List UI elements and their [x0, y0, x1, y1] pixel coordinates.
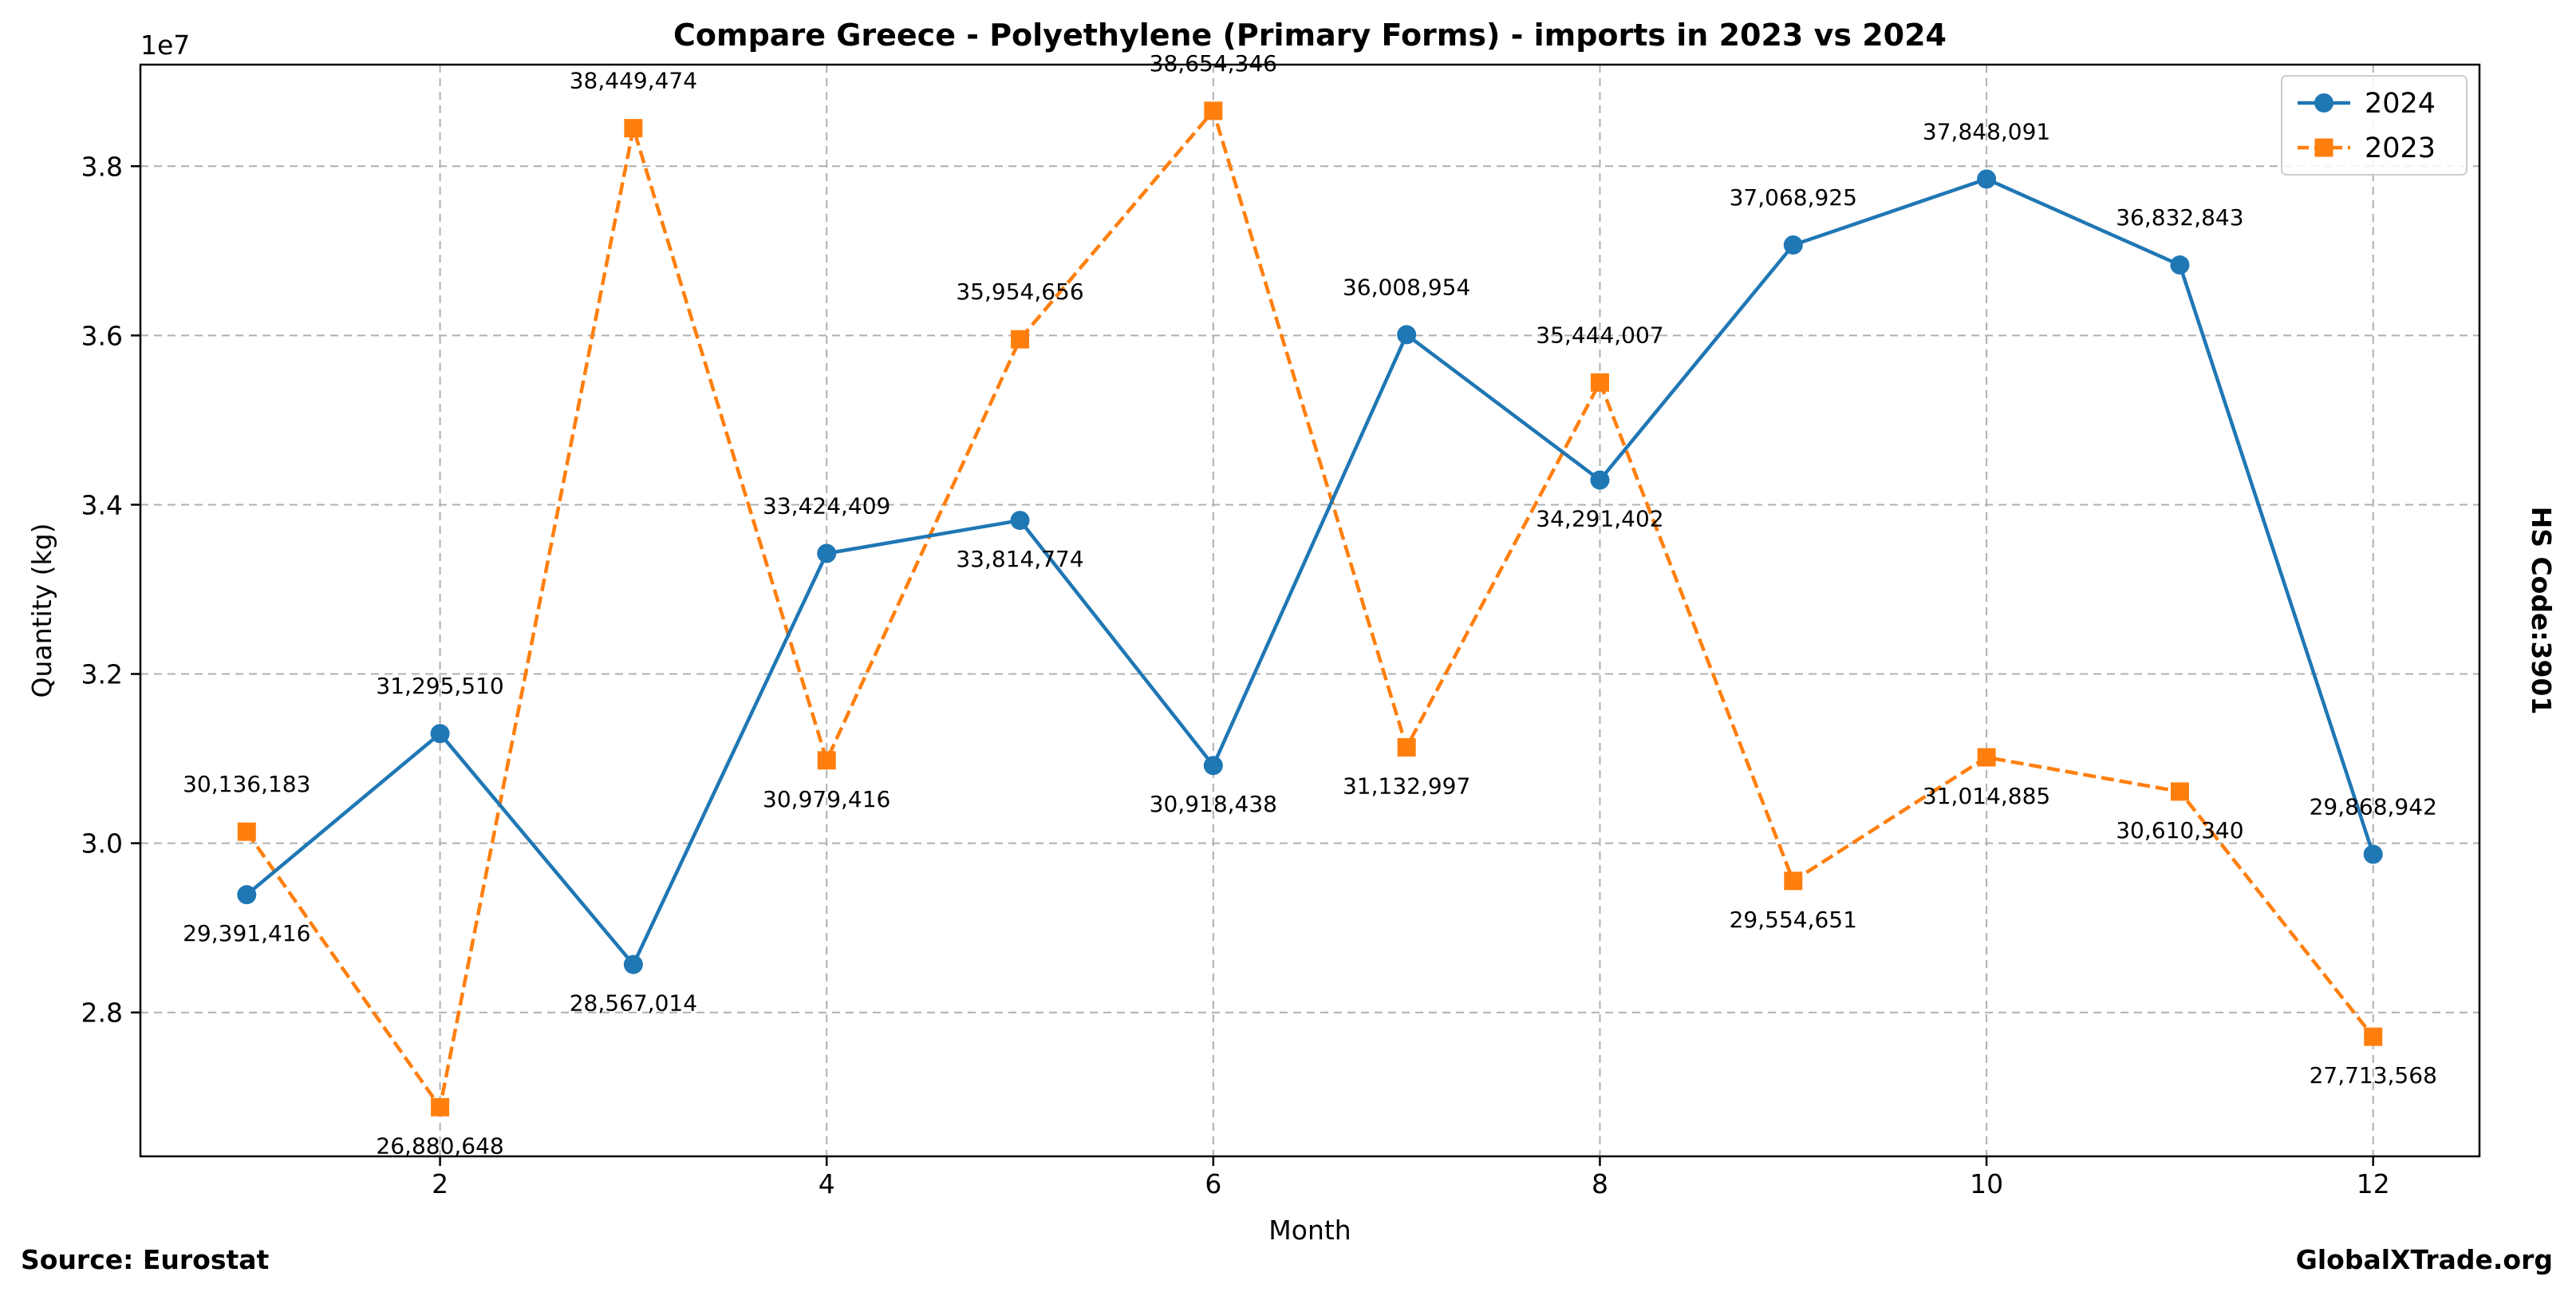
point-2023-m8: [1590, 373, 1609, 392]
data-label-2024-m12: 29,868,942: [2310, 794, 2437, 820]
data-label-2023-m7: 31,132,997: [1343, 772, 1470, 799]
data-label-2024-m7: 36,008,954: [1343, 274, 1470, 300]
point-2024-m2: [430, 724, 450, 744]
data-label-2024-m9: 37,068,925: [1730, 184, 1857, 211]
grid: [140, 65, 2479, 1156]
point-2023-m1: [237, 822, 256, 841]
y-tick-label: 3.2: [81, 659, 123, 690]
x-tick-label: 2: [432, 1168, 448, 1199]
point-2024-m4: [817, 543, 837, 563]
y-tick-label: 3.6: [81, 320, 123, 351]
data-label-2024-m2: 31,295,510: [376, 673, 503, 699]
point-2024-m6: [1203, 756, 1223, 776]
point-2024-m3: [623, 954, 643, 974]
y-tick-label: 3.8: [81, 151, 123, 182]
brand-label: GlobalXTrade.org: [2296, 1244, 2553, 1275]
point-2023-m3: [624, 119, 643, 138]
point-2024-m10: [1977, 169, 1997, 189]
x-tick-label: 8: [1592, 1168, 1608, 1199]
point-2023-m10: [1977, 748, 1996, 767]
data-label-2024-m10: 37,848,091: [1923, 118, 2050, 144]
data-label-2023-m2: 26,880,648: [376, 1132, 503, 1159]
data-label-2023-m6: 38,654,346: [1150, 50, 1277, 77]
point-2024-m1: [237, 885, 257, 905]
data-label-2024-m1: 29,391,416: [183, 920, 310, 946]
point-2023-m5: [1011, 330, 1030, 349]
point-2023-m11: [2170, 782, 2189, 801]
legend-marker-2023: [2314, 138, 2333, 157]
point-2024-m7: [1397, 325, 1417, 345]
y-tick-label: 3.4: [81, 489, 123, 520]
data-label-2023-m10: 31,014,885: [1923, 783, 2050, 809]
data-label-2023-m9: 29,554,651: [1730, 907, 1857, 933]
point-2023-m2: [431, 1097, 450, 1116]
point-2024-m8: [1590, 470, 1610, 490]
x-axis-label: Month: [1268, 1215, 1351, 1246]
point-2024-m9: [1783, 235, 1803, 255]
point-2024-m5: [1010, 511, 1030, 531]
x-tick-label: 6: [1205, 1168, 1221, 1199]
point-2023-m12: [2364, 1027, 2383, 1046]
legend: 2024 2023: [2281, 75, 2468, 176]
y-tick-label: 3.0: [81, 828, 123, 859]
hs-code-label: HS Code:3901: [2526, 507, 2557, 715]
point-2024-m11: [2170, 255, 2190, 275]
x-tick-label: 4: [819, 1168, 835, 1199]
legend-label-2024: 2024: [2365, 88, 2436, 120]
series-line-2024: [245, 177, 2375, 966]
data-label-2023-m11: 30,610,340: [2116, 817, 2243, 844]
data-label-2024-m5: 33,814,774: [956, 546, 1083, 572]
plot-frame: [139, 63, 2481, 1158]
data-label-2024-m11: 36,832,843: [2116, 204, 2243, 231]
data-label-2023-m1: 30,136,183: [183, 771, 310, 797]
series-line-2023: [245, 109, 2375, 1109]
data-label-2023-m12: 27,713,568: [2310, 1062, 2437, 1089]
source-label: Source: Eurostat: [21, 1244, 270, 1275]
y-axis-label: Quantity (kg): [26, 524, 57, 698]
legend-label-2023: 2023: [2365, 132, 2436, 164]
data-label-2024-m6: 30,918,438: [1150, 791, 1277, 817]
point-2023-m9: [1784, 871, 1803, 891]
data-label-2023-m5: 35,954,656: [956, 279, 1083, 305]
data-labels: 29,391,416 31,295,510 28,567,014 33,424,409…: [183, 50, 2437, 1160]
data-label-2024-m4: 33,424,409: [763, 492, 890, 519]
point-2023-m7: [1397, 737, 1416, 757]
axis-ticks: 2 4 6 8 10 12 2.8 3.0 3.2 3.4 3.6 3.8: [81, 151, 2390, 1199]
point-2023-m6: [1204, 101, 1223, 121]
data-label-2023-m8: 35,444,007: [1536, 322, 1663, 348]
y-scale-label: 1e7: [140, 30, 190, 61]
point-2023-m4: [817, 751, 836, 770]
series-layer: [237, 101, 2383, 1116]
chart-title: Compare Greece - Polyethylene (Primary F…: [673, 18, 1947, 53]
data-label-2024-m3: 28,567,014: [570, 990, 697, 1017]
data-label-2023-m3: 38,449,474: [570, 68, 697, 94]
data-label-2023-m4: 30,979,416: [763, 786, 890, 812]
x-tick-label: 12: [2357, 1168, 2390, 1199]
data-label-2024-m8: 34,291,402: [1536, 506, 1663, 532]
point-2024-m12: [2363, 844, 2383, 864]
x-tick-label: 10: [1970, 1168, 2003, 1199]
y-tick-label: 2.8: [81, 998, 123, 1029]
legend-marker-2024: [2314, 93, 2333, 113]
